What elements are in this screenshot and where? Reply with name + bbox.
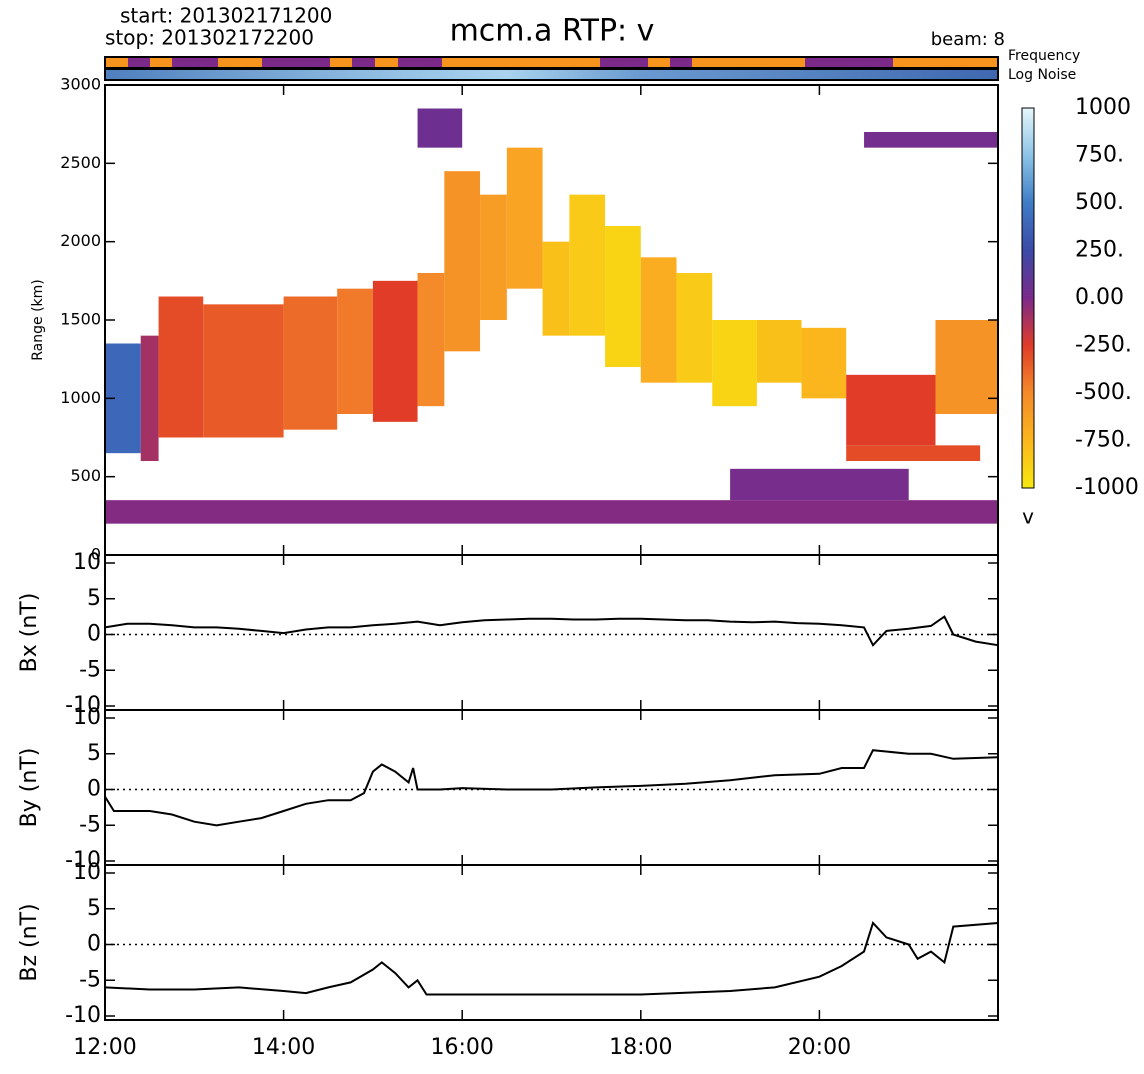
rtp-cell [506,147,543,289]
plot-frame [104,864,999,1021]
y-tick-label: 5 [87,586,101,611]
rtp-cell [417,108,463,148]
rtp-cell [140,335,159,461]
y-tick-label: -5 [79,657,101,682]
rtp-cell [480,194,507,320]
rtp-cell [640,257,677,383]
noise-label: Log Noise [1008,67,1076,83]
start-label: start: 201302171200 [120,4,332,28]
y-tick-label: 0 [87,622,101,647]
x-tick-label: 20:00 [788,1035,851,1060]
x-tick-label: 18:00 [609,1035,672,1060]
rtp-cell [444,171,481,352]
y-axis-title: Range (km) [30,279,46,361]
y-tick-label: -5 [79,967,101,992]
y-tick-label: 0 [87,932,101,957]
y-tick-label: 2000 [60,231,101,250]
y-tick-label: -10 [65,693,101,718]
data-line [104,615,999,647]
data-line [104,921,999,996]
frequency-label: Frequency [1008,48,1080,64]
y-tick-label: 0 [87,777,101,802]
frequency-bar [104,56,999,69]
rtp-cell [712,320,757,407]
rtp-cell [846,374,936,446]
chart-title: mcm.a RTP: v [450,14,655,49]
y-tick-label: -5 [79,812,101,837]
y-tick-label: 10 [73,550,101,575]
y-tick-label: 500 [70,466,101,485]
beam-label: beam: 8 [931,29,1005,50]
rtp-cell [105,500,998,524]
y-axis-title: Bx (nT) [17,593,42,673]
colorbar-label: v [1022,505,1034,529]
x-tick-label: 12:00 [73,1035,136,1060]
rtp-cell [417,273,445,407]
colorbar-tick-label: 250. [1075,238,1124,263]
rtp-cell [756,320,802,383]
colorbar-tick-label: 0.00 [1075,285,1124,310]
y-tick-label: -10 [65,1003,101,1028]
colorbar-tick-label: -750. [1075,428,1132,453]
y-tick-label: 2500 [60,153,101,172]
rtp-cell [846,445,981,461]
y-axis-title: By (nT) [17,748,42,828]
y-tick-label: 3000 [60,75,101,94]
colorbar [1021,107,1035,489]
rtp-cell [569,194,606,336]
plot-frame [104,709,999,866]
plot-frame [104,554,999,711]
stop-label: stop: 201302172200 [105,26,314,50]
colorbar-tick-label: -500. [1075,380,1132,405]
rtp-cell [864,132,998,148]
y-tick-label: 5 [87,896,101,921]
colorbar-tick-label: -250. [1075,333,1132,358]
colorbar-tick-label: 500. [1075,190,1124,215]
rtp-cell [158,296,204,438]
y-tick-label: 5 [87,741,101,766]
x-tick-label: 16:00 [430,1035,493,1060]
rtp-cell [542,241,570,336]
y-tick-label: 1000 [60,388,101,407]
colorbar-tick-label: 750. [1075,143,1124,168]
colorbar-tick-label: -1000 [1075,475,1139,500]
rtp-cell [935,320,998,414]
rtp-cell [283,296,338,430]
rtp-cell [730,468,909,501]
rtp-cell [676,273,713,383]
y-tick-label: 10 [73,860,101,885]
rtp-cell [372,280,418,422]
noise-bar [104,68,999,81]
rtp-cell [203,304,284,438]
y-tick-label: 1500 [60,310,101,329]
rtp-cell [801,327,847,399]
data-line [104,749,999,827]
y-tick-label: 0 [91,545,101,564]
x-tick-label: 14:00 [252,1035,315,1060]
colorbar-tick-label: 1000 [1075,95,1131,120]
rtp-cell [605,226,641,367]
rtp-cell [337,288,373,414]
y-tick-label: 10 [73,705,101,730]
y-tick-label: -10 [65,848,101,873]
y-axis-title: Bz (nT) [17,903,42,981]
